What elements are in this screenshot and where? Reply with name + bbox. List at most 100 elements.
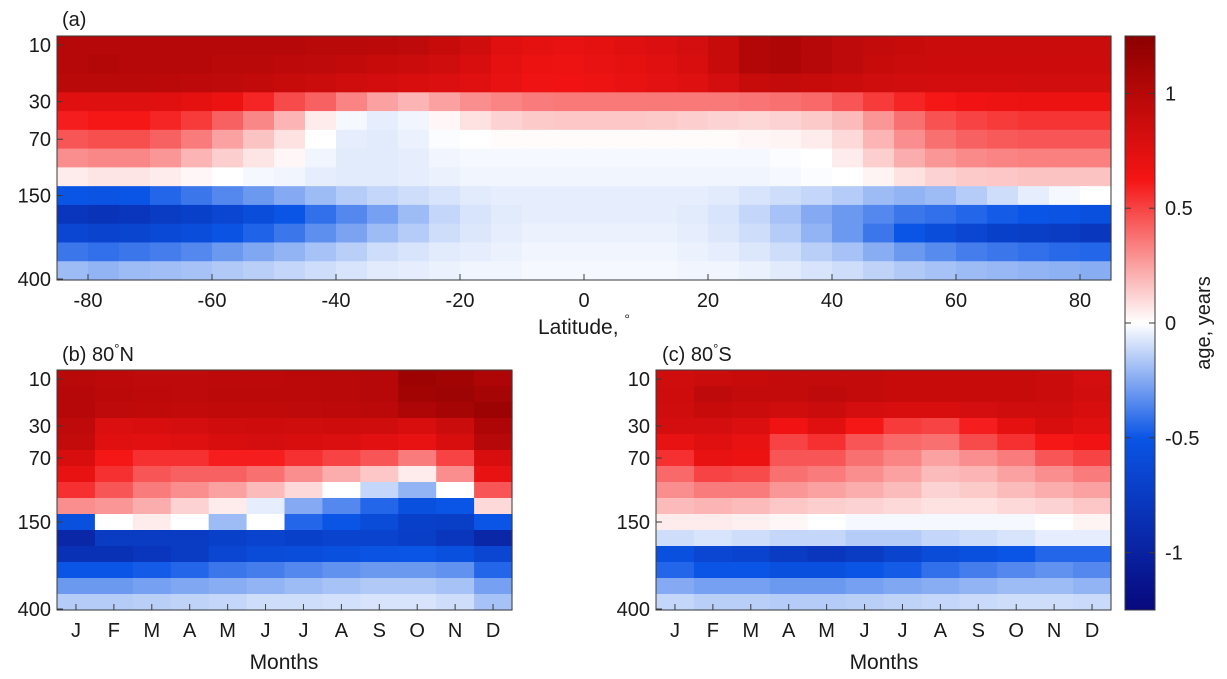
y-tick-label: 10 — [29, 35, 51, 57]
heatmap-cell — [1080, 261, 1112, 281]
heatmap-cell — [845, 450, 885, 467]
heatmap-cell — [708, 167, 740, 187]
heatmap-cell — [883, 530, 923, 547]
heatmap-cell — [863, 242, 895, 262]
heatmap-cell — [360, 402, 399, 419]
heatmap-cell — [677, 54, 709, 75]
heatmap-cell — [150, 167, 182, 187]
heatmap-cell — [1035, 402, 1074, 419]
heatmap-cell — [863, 186, 895, 206]
heatmap-cell — [336, 111, 368, 131]
heatmap-cell — [322, 386, 361, 403]
heatmap-cell — [894, 223, 926, 244]
heatmap-cell — [693, 466, 733, 483]
heatmap-cell — [94, 530, 134, 547]
heatmap-cell — [119, 186, 151, 206]
heatmap-cell — [1049, 73, 1081, 93]
heatmap-cell — [522, 129, 554, 150]
panel-a-heatmap — [57, 36, 1112, 281]
panel-a: (a) 10 30 70 150 400 -80 -60 -40 -20 0 20 40 60 80 L… — [18, 9, 1112, 339]
heatmap-cell — [474, 386, 513, 403]
heatmap-cell — [615, 111, 647, 131]
heatmap-cell — [398, 402, 437, 419]
heatmap-cell — [925, 204, 957, 225]
heatmap-cell — [181, 242, 213, 262]
heatmap-cell — [132, 386, 172, 403]
heatmap-cell — [367, 92, 399, 112]
heatmap-cell — [921, 546, 960, 563]
heatmap-cell — [553, 223, 585, 244]
heatmap-cell — [1018, 73, 1050, 93]
heatmap-cell — [731, 482, 771, 499]
heatmap-cell — [522, 186, 554, 206]
heatmap-cell — [367, 148, 399, 168]
heatmap-cell — [731, 418, 771, 435]
heatmap-cell — [769, 418, 809, 435]
heatmap-cell — [150, 129, 182, 150]
heatmap-cell — [243, 223, 275, 244]
heatmap-cell — [921, 466, 960, 483]
heatmap-cell — [731, 466, 771, 483]
heatmap-cell — [769, 386, 809, 403]
panel-b-title-degree: ° — [114, 341, 119, 356]
heatmap-cell — [677, 223, 709, 244]
heatmap-cell — [181, 261, 213, 281]
heatmap-cell — [305, 92, 337, 112]
heatmap-cell — [274, 111, 306, 131]
heatmap-cell — [150, 186, 182, 206]
heatmap-cell — [208, 450, 248, 467]
heatmap-cell — [360, 498, 399, 515]
heatmap-cell — [246, 482, 286, 499]
heatmap-cell — [1035, 370, 1074, 387]
heatmap-cell — [436, 434, 475, 451]
heatmap-cell — [708, 204, 740, 225]
heatmap-cell — [832, 111, 864, 131]
heatmap-cell — [997, 450, 1036, 467]
heatmap-cell — [1080, 129, 1112, 150]
heatmap-cell — [360, 594, 399, 611]
heatmap-cell — [807, 386, 847, 403]
panel-c-title-main: (c) 80 — [662, 344, 713, 366]
heatmap-cell — [181, 54, 213, 75]
heatmap-cell — [212, 223, 244, 244]
heatmap-cell — [863, 223, 895, 244]
heatmap-cell — [1049, 36, 1081, 56]
heatmap-cell — [491, 186, 523, 206]
heatmap-cell — [553, 111, 585, 131]
panel-b-y-ticks: 10 30 70 150 400 — [18, 369, 63, 621]
heatmap-cell — [739, 204, 771, 225]
heatmap-cell — [997, 530, 1036, 547]
heatmap-cell — [708, 36, 740, 56]
heatmap-cell — [807, 546, 847, 563]
heatmap-cell — [398, 186, 430, 206]
x-tick-label: 40 — [821, 290, 843, 312]
heatmap-cell — [398, 204, 430, 225]
heatmap-cell — [170, 482, 210, 499]
heatmap-cell — [1073, 594, 1112, 611]
heatmap-cell — [693, 450, 733, 467]
heatmap-cell — [284, 546, 324, 563]
x-tick-label: -20 — [446, 290, 475, 312]
heatmap-cell — [883, 578, 923, 595]
heatmap-cell — [119, 73, 151, 93]
heatmap-cell — [987, 167, 1019, 187]
heatmap-cell — [921, 594, 960, 611]
heatmap-cell — [491, 223, 523, 244]
y-tick-label: 150 — [617, 512, 650, 534]
heatmap-cell — [491, 111, 523, 131]
heatmap-cell — [615, 54, 647, 75]
x-tick-label: 60 — [945, 290, 967, 312]
heatmap-cell — [708, 148, 740, 168]
heatmap-cell — [693, 498, 733, 515]
heatmap-cell — [460, 186, 492, 206]
heatmap-cell — [1080, 148, 1112, 168]
x-tick-label: M — [143, 620, 160, 642]
heatmap-cell — [770, 167, 802, 187]
heatmap-cell — [677, 36, 709, 56]
panel-b-title-hemisphere: N — [119, 344, 133, 366]
heatmap-cell — [243, 36, 275, 56]
heatmap-cell — [119, 223, 151, 244]
heatmap-cell — [1035, 594, 1074, 611]
heatmap-cell — [246, 578, 286, 595]
heatmap-cell — [656, 386, 695, 403]
